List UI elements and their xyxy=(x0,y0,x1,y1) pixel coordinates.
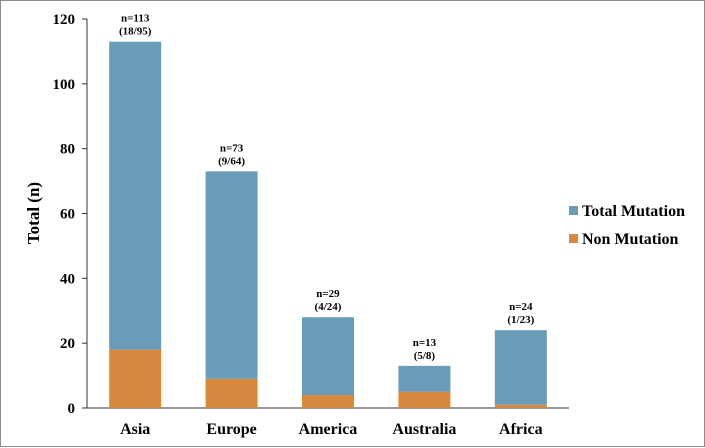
legend-swatch-non-mutation xyxy=(569,234,578,243)
annotation-count-australia: n=13 xyxy=(413,337,437,349)
annotation-ratio-asia: (18/95) xyxy=(119,26,152,38)
annotation-ratio-africa: (1/23) xyxy=(507,314,534,326)
bar-australia-total-mutation xyxy=(398,365,451,392)
x-tick-label-america: America xyxy=(299,421,358,438)
annotation-ratio-america: (4/24) xyxy=(315,301,342,313)
bar-asia-total-mutation xyxy=(109,41,162,350)
bar-america-non-mutation xyxy=(302,395,354,408)
y-tick-label-40: 40 xyxy=(60,271,75,287)
x-tick-label-australia: Australia xyxy=(392,421,456,438)
annotation-count-asia: n=113 xyxy=(121,13,150,25)
x-tick-label-europe: Europe xyxy=(206,421,256,438)
legend-label-total-mutation: Total Mutation xyxy=(582,203,685,220)
bar-australia-non-mutation xyxy=(398,391,451,408)
bar-europe-non-mutation xyxy=(205,378,258,408)
bar-annotations: n=113(18/95) n=73(9/64) n=29(4/24) n=13(5/8… xyxy=(119,13,535,362)
y-tick-label-100: 100 xyxy=(53,77,76,93)
annotation-ratio-australia: (5/8) xyxy=(414,350,436,362)
y-tick-label-60: 60 xyxy=(60,207,75,223)
legend-label-non-mutation: Non Mutation xyxy=(582,231,679,248)
bar-europe-total-mutation xyxy=(205,171,258,379)
y-axis-label: Total (n) xyxy=(24,182,43,244)
bars xyxy=(109,41,547,408)
y-tick-label-80: 80 xyxy=(60,142,75,158)
legend-swatch-total-mutation xyxy=(569,206,578,215)
legend: Total Mutation Non Mutation xyxy=(569,203,685,248)
annotation-count-europe: n=73 xyxy=(220,142,244,154)
y-ticks: 0 20 40 60 80 100 120 xyxy=(53,12,87,417)
annotation-count-america: n=29 xyxy=(316,288,340,300)
bar-america-total-mutation xyxy=(302,317,354,396)
annotation-ratio-europe: (9/64) xyxy=(218,155,245,167)
y-tick-label-20: 20 xyxy=(60,336,75,352)
y-tick-label-120: 120 xyxy=(53,12,76,28)
x-ticks: Asia Europe America Australia Africa xyxy=(120,421,542,438)
x-tick-label-africa: Africa xyxy=(499,421,543,438)
bar-africa-total-mutation xyxy=(494,330,547,405)
bar-asia-non-mutation xyxy=(109,349,162,408)
x-tick-label-asia: Asia xyxy=(120,421,150,438)
annotation-count-africa: n=24 xyxy=(509,301,533,313)
y-tick-label-0: 0 xyxy=(68,401,76,417)
bar-africa-non-mutation xyxy=(494,404,547,408)
